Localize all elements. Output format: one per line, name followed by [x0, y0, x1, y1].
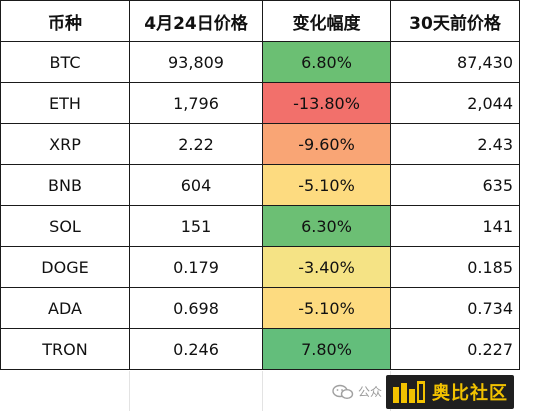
brand-logo: 奥比社区 [386, 374, 515, 409]
brand-name: 奥比社区 [432, 382, 509, 404]
cell-prev-price[interactable]: 2,044 [390, 82, 520, 124]
cell-prev-price[interactable]: 635 [390, 164, 520, 206]
cell-price[interactable]: 93,809 [129, 41, 263, 83]
table-row: SOL 151 6.30% 141 [0, 205, 520, 247]
table-row: TRON 0.246 7.80% 0.227 [0, 328, 520, 370]
grid-line [129, 371, 130, 411]
header-change[interactable]: 变化幅度 [262, 0, 391, 42]
cell-change[interactable]: -5.10% [262, 287, 391, 329]
cell-price[interactable]: 0.179 [129, 246, 263, 288]
cell-coin[interactable]: SOL [0, 205, 130, 247]
cell-change[interactable]: -9.60% [262, 123, 391, 165]
cell-coin[interactable]: ETH [0, 82, 130, 124]
cell-change[interactable]: 6.80% [262, 41, 391, 83]
cell-change[interactable]: -13.80% [262, 82, 391, 124]
table-row: ETH 1,796 -13.80% 2,044 [0, 82, 520, 124]
cell-coin[interactable]: ADA [0, 287, 130, 329]
cell-prev-price[interactable]: 141 [390, 205, 520, 247]
cell-change[interactable]: -3.40% [262, 246, 391, 288]
cell-prev-price[interactable]: 2.43 [390, 123, 520, 165]
header-coin[interactable]: 币种 [0, 0, 130, 42]
table-row: DOGE 0.179 -3.40% 0.185 [0, 246, 520, 288]
cell-price[interactable]: 1,796 [129, 82, 263, 124]
table-row: BTC 93,809 6.80% 87,430 [0, 41, 520, 83]
table-row: XRP 2.22 -9.60% 2.43 [0, 123, 520, 165]
cell-coin[interactable]: XRP [0, 123, 130, 165]
table-row: BNB 604 -5.10% 635 [0, 164, 520, 206]
cell-change[interactable]: -5.10% [262, 164, 391, 206]
cell-prev-price[interactable]: 87,430 [390, 41, 520, 83]
price-table: 币种 4月24日价格 变化幅度 30天前价格 BTC 93,809 6.80% 87,… [0, 0, 520, 370]
header-price-apr24[interactable]: 4月24日价格 [129, 0, 263, 42]
grid-line [262, 371, 263, 411]
cell-prev-price[interactable]: 0.734 [390, 287, 520, 329]
cell-coin[interactable]: TRON [0, 328, 130, 370]
bars-logo-icon [393, 380, 426, 403]
cell-coin[interactable]: BNB [0, 164, 130, 206]
cell-change[interactable]: 6.30% [262, 205, 391, 247]
header-price-30d-ago[interactable]: 30天前价格 [390, 0, 520, 42]
watermark: 公众 奥比社区 [332, 372, 546, 411]
cell-price[interactable]: 0.698 [129, 287, 263, 329]
table-row: ADA 0.698 -5.10% 0.734 [0, 287, 520, 329]
cell-prev-price[interactable]: 0.185 [390, 246, 520, 288]
cell-coin[interactable]: DOGE [0, 246, 130, 288]
cell-price[interactable]: 2.22 [129, 123, 263, 165]
cell-price[interactable]: 0.246 [129, 328, 263, 370]
wechat-icon [332, 384, 354, 400]
cell-change[interactable]: 7.80% [262, 328, 391, 370]
cell-coin[interactable]: BTC [0, 41, 130, 83]
watermark-prefix: 公众 [358, 385, 383, 399]
cell-price[interactable]: 151 [129, 205, 263, 247]
header-row: 币种 4月24日价格 变化幅度 30天前价格 [0, 0, 520, 42]
cell-prev-price[interactable]: 0.227 [390, 328, 520, 370]
cell-price[interactable]: 604 [129, 164, 263, 206]
